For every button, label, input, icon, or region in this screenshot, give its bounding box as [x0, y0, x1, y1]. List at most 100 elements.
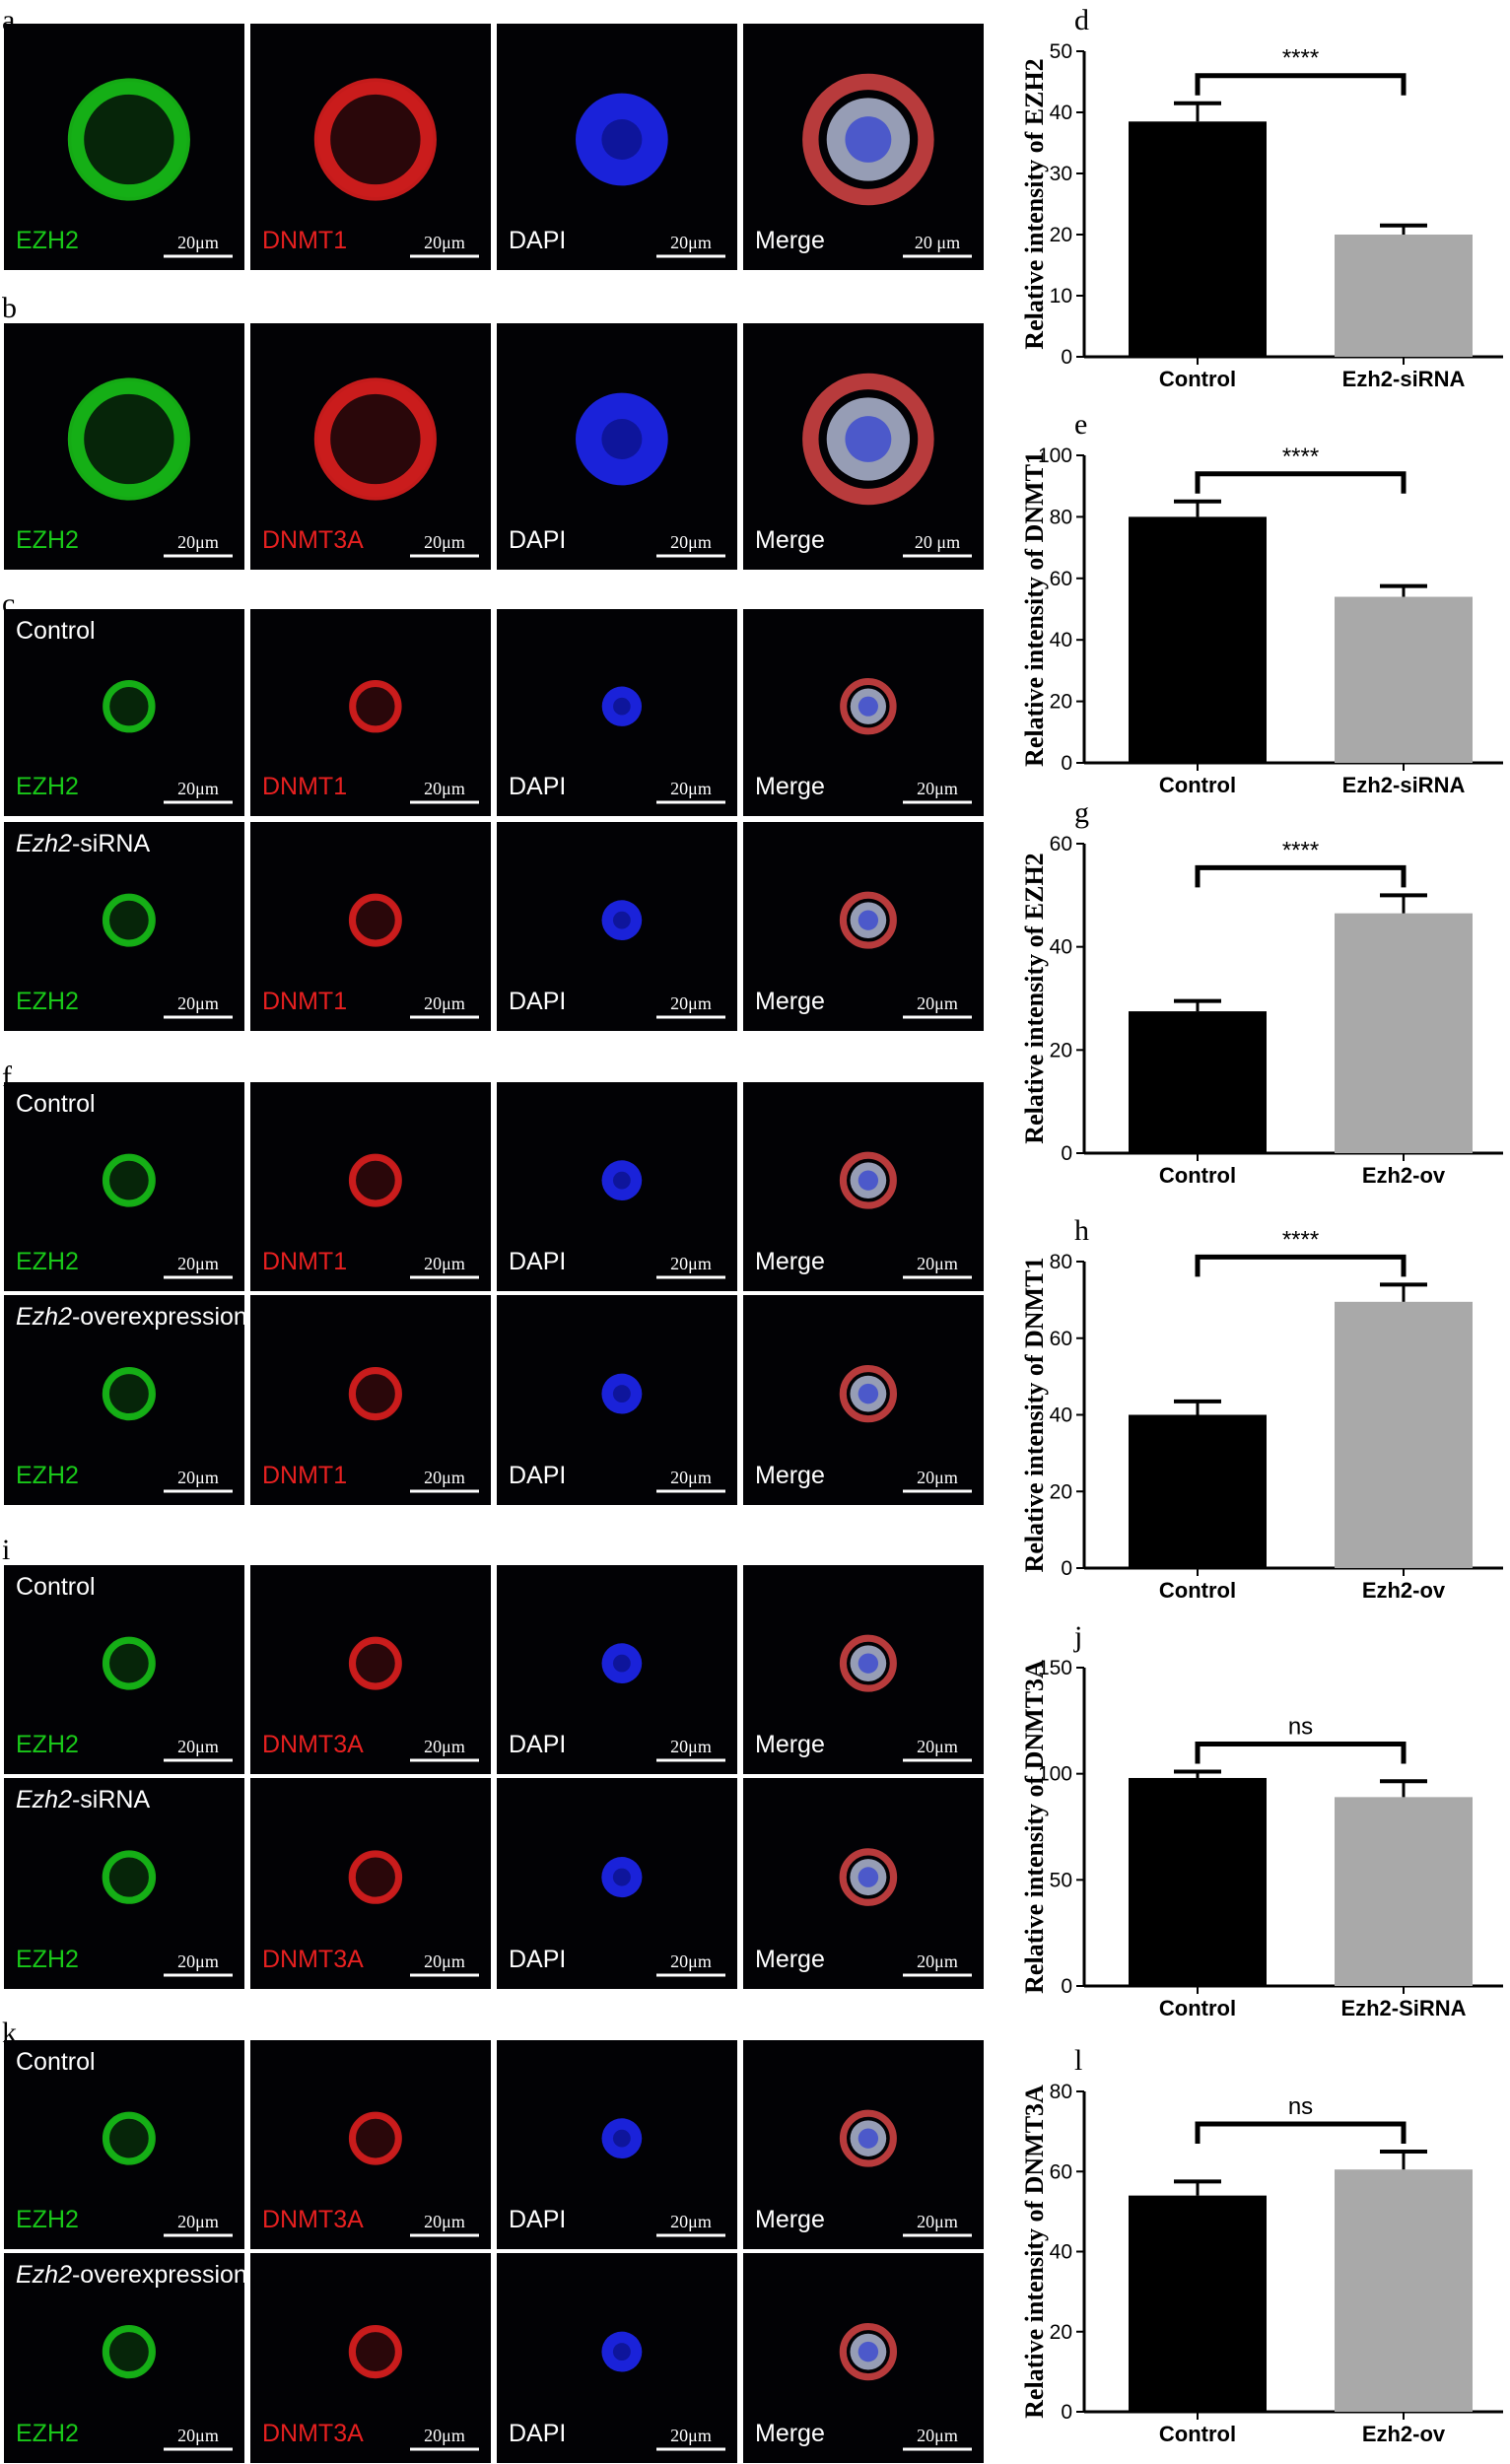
- micrograph-dnmt1: DNMT1 20μm: [250, 822, 491, 1031]
- y-tick-label: 0: [1061, 2401, 1072, 2424]
- micro-row: EZH2 20μm Control DNMT3A 20μm DAPI 20μm Merge 20…: [4, 2040, 984, 2249]
- cell-signal-ring: [102, 1636, 156, 1690]
- chart-d: d Relative intensity of EZH2 0 10 20 30 40 50 Co…: [1020, 4, 1503, 391]
- scale-bar-label: 20μm: [670, 1737, 712, 1756]
- y-tick-label: 0: [1061, 1975, 1072, 1998]
- scale-bar-label: 20μm: [177, 993, 219, 1013]
- scale-bar-label: 20μm: [177, 1254, 219, 1273]
- y-tick-label: 20: [1050, 224, 1072, 246]
- channel-label: Merge: [755, 988, 825, 1015]
- row-title-text: -siRNA: [72, 830, 150, 857]
- micrograph-dapi: DAPI 20μm: [497, 1082, 737, 1291]
- channel-label: EZH2: [16, 526, 79, 554]
- channel-label: EZH2: [16, 2206, 79, 2233]
- channel-label: DAPI: [509, 773, 566, 800]
- scale-bar-label: 20μm: [424, 2212, 465, 2231]
- y-tick-label: 80: [1050, 1251, 1072, 1273]
- merge-ring: [840, 677, 897, 735]
- merge-ring: [839, 891, 897, 949]
- y-tick-label: 30: [1050, 163, 1072, 185]
- cell-signal-ring: [102, 1367, 156, 1421]
- bar-ezh2-sirna: [1335, 596, 1473, 763]
- cell-cytoplasm: [71, 81, 187, 198]
- scale-bar-label: 20μm: [917, 993, 958, 1013]
- micrograph-dapi: DAPI 20μm: [497, 1565, 737, 1774]
- micrograph-merge: Merge 20μm: [743, 609, 984, 816]
- cell-signal-ring: [67, 377, 190, 501]
- y-tick-label: 0: [1061, 1557, 1072, 1580]
- x-category-label: Ezh2-SiRNA: [1340, 1996, 1466, 2020]
- micrograph-background: [4, 1295, 244, 1505]
- micrograph-ezh2: EZH2 20μm Ezh2-siRNA: [4, 822, 244, 1031]
- cell-signal-ring: [349, 679, 402, 733]
- merge-ring: [802, 73, 934, 206]
- significance-label: ****: [1282, 837, 1319, 863]
- scale-bar-label: 20μm: [670, 532, 712, 552]
- micrograph-merge: Merge 20μm: [743, 1565, 984, 1774]
- bar-ezh2-sirna: [1335, 1797, 1473, 1986]
- y-tick-label: 60: [1050, 568, 1072, 590]
- cell-nucleolus: [612, 911, 631, 929]
- row-title-gene: Ezh2: [16, 1786, 72, 1814]
- y-tick-label: 40: [1050, 102, 1072, 124]
- significance-bracket: [1195, 73, 1407, 96]
- micrograph-dapi: DAPI 20μm: [497, 609, 737, 816]
- chart-letter: l: [1074, 2044, 1082, 2077]
- channel-label: DNMT1: [262, 773, 347, 800]
- micrograph-background: [4, 2040, 244, 2249]
- channel-label: Merge: [755, 2420, 825, 2447]
- y-tick-label: 50: [1050, 40, 1072, 63]
- micrograph-dnmt1: DNMT1 20μm: [250, 609, 491, 816]
- cell-signal-ring: [348, 1636, 402, 1690]
- cell-signal-ring: [313, 377, 437, 501]
- micrograph-ezh2: EZH2 20μm: [4, 24, 244, 270]
- y-tick-label: 100: [1038, 445, 1072, 467]
- micrograph-background: [250, 1082, 491, 1291]
- micrograph-dnmt3a: DNMT3A 20μm: [250, 1778, 491, 1989]
- y-axis-label: Relative intensity of EZH2: [1020, 58, 1049, 349]
- cell-cytoplasm: [317, 380, 434, 498]
- cell-cytoplasm: [350, 681, 401, 731]
- bar-control: [1129, 1011, 1267, 1153]
- channel-label: DNMT1: [262, 1248, 347, 1275]
- merge-ring: [839, 1848, 898, 1906]
- row-title: Control: [16, 1573, 96, 1601]
- y-tick-label: 80: [1050, 506, 1072, 528]
- micrograph-dnmt1: DNMT1 20μm: [250, 24, 491, 270]
- channel-label: DAPI: [509, 1946, 566, 1973]
- cell-signal-ring: [102, 893, 156, 947]
- y-tick-label: 40: [1050, 936, 1072, 959]
- cell-cytoplasm: [103, 1368, 155, 1419]
- channel-label: EZH2: [16, 227, 79, 254]
- micrograph-ezh2: EZH2 20μm Control: [4, 1082, 244, 1291]
- scale-bar-label: 20μm: [917, 779, 958, 798]
- scale-bar-label: 20μm: [424, 1254, 465, 1273]
- cell-signal-ring: [348, 1153, 402, 1207]
- merge-nucleus: [858, 1653, 879, 1674]
- channel-label: Merge: [755, 1248, 825, 1275]
- micrograph-dapi: DAPI 20μm: [497, 24, 737, 270]
- merge-ring: [839, 1364, 898, 1423]
- cell-signal-ring: [348, 1367, 402, 1421]
- cell-nucleolus: [601, 419, 643, 459]
- merge-ring: [839, 1151, 897, 1209]
- merge-nucleus: [845, 116, 892, 163]
- row-title-text: Control: [16, 617, 96, 645]
- cell-cytoplasm: [350, 895, 401, 946]
- row-title-gene: Ezh2: [16, 830, 72, 857]
- x-category-label: Control: [1159, 2422, 1236, 2446]
- micrograph-dnmt3a: DNMT3A 20μm: [250, 2253, 491, 2463]
- chart-g: g Relative intensity of EZH2 0 20 40 60 Contro…: [1020, 796, 1503, 1188]
- scale-bar-label: 20μm: [917, 1737, 958, 1756]
- bar-control: [1129, 1777, 1267, 1986]
- channel-label: Merge: [755, 526, 825, 554]
- y-tick-label: 40: [1050, 1404, 1072, 1427]
- micrograph-background: [250, 2040, 491, 2249]
- channel-label: DNMT3A: [262, 1731, 364, 1758]
- channel-label: Merge: [755, 773, 825, 800]
- significance-label: ns: [1288, 2093, 1313, 2120]
- channel-label: DAPI: [509, 526, 566, 554]
- chart-h: h Relative intensity of DNMT1 0 20 40 60 80 Con…: [1020, 1214, 1503, 1603]
